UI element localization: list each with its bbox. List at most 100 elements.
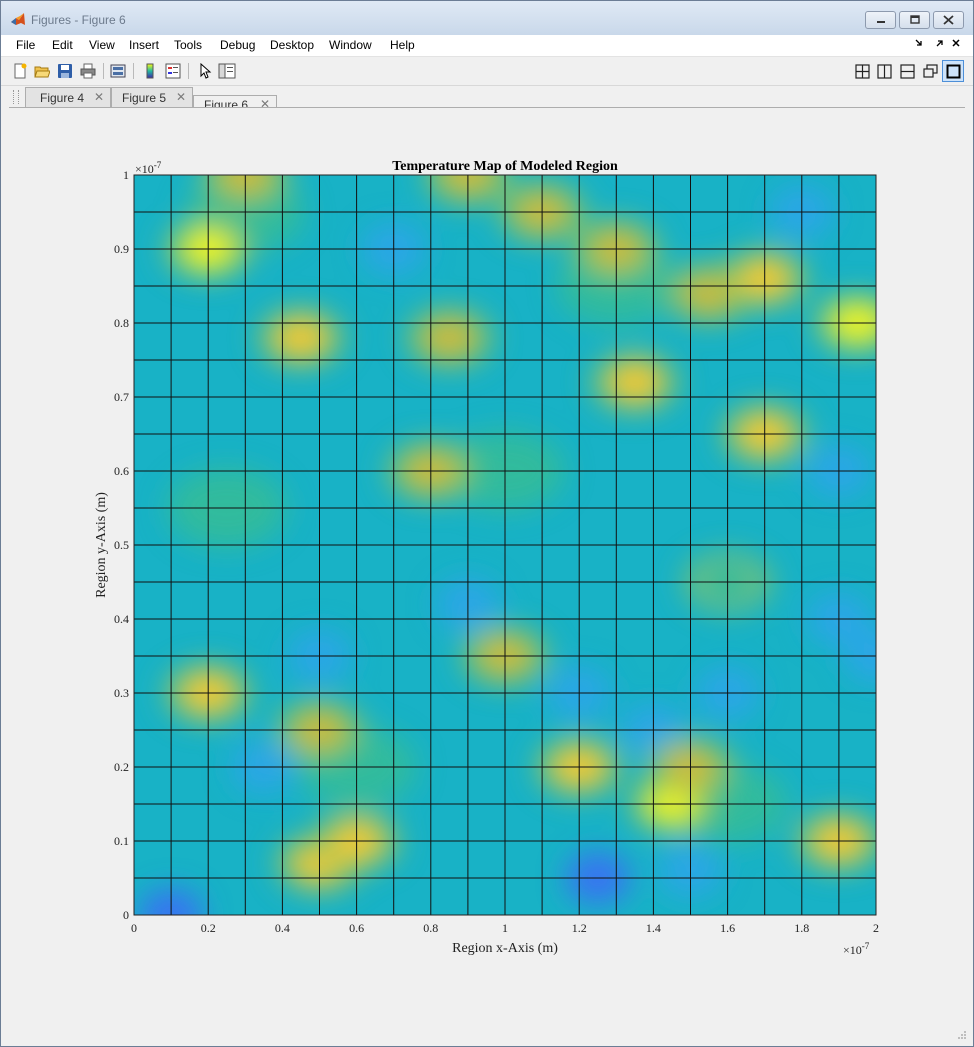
legend-button[interactable] bbox=[164, 62, 182, 80]
open-file-button[interactable] bbox=[33, 62, 51, 80]
resize-grip-icon[interactable] bbox=[957, 1030, 967, 1040]
y-tick-label: 0 bbox=[123, 908, 129, 922]
y-tick-label: 1 bbox=[123, 168, 129, 182]
tab-close-icon[interactable]: ✕ bbox=[259, 97, 270, 109]
print-preview-button[interactable] bbox=[109, 62, 127, 80]
tile-grid-button[interactable] bbox=[853, 62, 871, 80]
y-exponent: ×10-7 bbox=[135, 160, 162, 176]
x-tick-label: 1.8 bbox=[794, 921, 809, 935]
x-tick-label: 1 bbox=[502, 921, 508, 935]
top-bottom-split-icon bbox=[899, 63, 915, 79]
close-icon bbox=[943, 15, 954, 25]
maximize-icon bbox=[946, 64, 960, 78]
x-exponent: ×10-7 bbox=[843, 941, 870, 957]
float-icon bbox=[922, 63, 938, 78]
toolbar-separator bbox=[133, 63, 134, 79]
print-preview-icon bbox=[110, 64, 126, 78]
hot-spot bbox=[608, 362, 661, 403]
y-tick-label: 0.2 bbox=[114, 760, 129, 774]
x-tick-label: 0.2 bbox=[201, 921, 216, 935]
colorbar-button[interactable] bbox=[141, 62, 159, 80]
save-icon bbox=[58, 64, 72, 78]
menu-view[interactable]: View bbox=[89, 38, 115, 52]
menu-help[interactable]: Help bbox=[390, 38, 415, 52]
y-axis-label: Region y-Axis (m) bbox=[94, 492, 109, 598]
top-bottom-split-button[interactable] bbox=[898, 62, 916, 80]
x-tick-label: 0 bbox=[131, 921, 137, 935]
print-icon bbox=[80, 63, 96, 79]
save-button[interactable] bbox=[56, 62, 74, 80]
x-axis-label: Region x-Axis (m) bbox=[452, 941, 558, 956]
colorbar-icon bbox=[146, 63, 154, 79]
menu-bar: File Edit View Insert Tools Debug Deskto… bbox=[1, 35, 973, 57]
window-title: Figures - Figure 6 bbox=[31, 13, 126, 27]
menu-debug[interactable]: Debug bbox=[220, 38, 256, 52]
x-tick-label: 1.4 bbox=[646, 921, 661, 935]
heatmap-plot[interactable]: 0 0.2 0.4 0.6 0.8 1 1.2 1.4 1.6 1.8 2 0 0.1 0.2 0.3 0.… bbox=[9, 108, 965, 1038]
tab-figure-5[interactable]: Figure 5 ✕ bbox=[111, 87, 193, 107]
x-tick-label: 2 bbox=[873, 921, 879, 935]
new-figure-icon bbox=[14, 63, 27, 79]
new-figure-button[interactable] bbox=[11, 62, 29, 80]
float-button[interactable] bbox=[921, 62, 939, 80]
maximize-button[interactable] bbox=[942, 60, 964, 82]
left-right-split-button[interactable] bbox=[875, 62, 893, 80]
x-tick-label: 0.8 bbox=[423, 921, 438, 935]
tab-figure-4[interactable]: Figure 4 ✕ bbox=[25, 87, 111, 107]
tile-grid-icon bbox=[854, 63, 870, 79]
x-tick-label: 0.6 bbox=[349, 921, 364, 935]
left-right-split-icon bbox=[876, 63, 892, 79]
y-tick-label: 0.1 bbox=[114, 834, 129, 848]
menu-window[interactable]: Window bbox=[329, 38, 372, 52]
minimize-icon bbox=[876, 21, 885, 23]
menu-edit[interactable]: Edit bbox=[52, 38, 73, 52]
menu-desktop[interactable]: Desktop bbox=[270, 38, 315, 52]
tab-figure-6[interactable]: Figure 6 ✕ bbox=[193, 95, 277, 109]
menu-file[interactable]: File bbox=[16, 38, 36, 52]
restore-button[interactable] bbox=[899, 11, 930, 29]
tab-strip-grip[interactable] bbox=[13, 90, 19, 104]
legend-icon bbox=[165, 63, 181, 79]
mesh-grid bbox=[133, 174, 877, 916]
tab-label: Figure 6 bbox=[204, 98, 249, 109]
tab-close-icon[interactable]: ✕ bbox=[93, 90, 104, 104]
x-tick-label: 0.4 bbox=[275, 921, 290, 935]
tab-close-icon[interactable]: ✕ bbox=[175, 90, 186, 104]
restore-icon bbox=[909, 15, 920, 24]
chart-title: Temperature Map of Modeled Region bbox=[392, 159, 618, 174]
matlab-logo-icon bbox=[11, 13, 25, 25]
tab-label: Figure 4 bbox=[40, 91, 85, 105]
undock-arrow-icon[interactable] bbox=[914, 37, 924, 52]
property-editor-icon bbox=[218, 63, 236, 79]
y-tick-label: 0.6 bbox=[114, 464, 129, 478]
pointer-button[interactable] bbox=[196, 62, 214, 80]
y-tick-label: 0.9 bbox=[114, 242, 129, 256]
minimize-button[interactable] bbox=[865, 11, 896, 29]
property-editor-button[interactable] bbox=[218, 62, 236, 80]
title-bar[interactable]: Figures - Figure 6 bbox=[1, 1, 973, 35]
y-tick-label: 0.5 bbox=[114, 538, 129, 552]
heatmap-surface bbox=[134, 175, 876, 915]
menu-insert[interactable]: Insert bbox=[129, 38, 160, 52]
tab-label: Figure 5 bbox=[122, 91, 167, 105]
toolbar-separator bbox=[188, 63, 189, 79]
figure-canvas[interactable]: 0 0.2 0.4 0.6 0.8 1 1.2 1.4 1.6 1.8 2 0 0.1 0.2 0.3 0.… bbox=[9, 108, 965, 1038]
dock-arrow-icon[interactable] bbox=[935, 37, 945, 52]
y-tick-label: 0.3 bbox=[114, 686, 129, 700]
hot-spot bbox=[274, 317, 327, 358]
tab-divider bbox=[9, 107, 965, 108]
toolbar-separator bbox=[103, 63, 104, 79]
close-figure-icon[interactable] bbox=[951, 37, 961, 52]
pointer-icon bbox=[200, 63, 212, 79]
x-tick-label: 1.6 bbox=[720, 921, 735, 935]
y-tick-label: 0.4 bbox=[114, 612, 129, 626]
axes-box bbox=[133, 174, 877, 916]
x-tick-labels: 0 0.2 0.4 0.6 0.8 1 1.2 1.4 1.6 1.8 2 bbox=[131, 921, 879, 935]
menu-tools[interactable]: Tools bbox=[174, 38, 203, 52]
close-button[interactable] bbox=[933, 11, 964, 29]
figure-toolbar bbox=[1, 57, 973, 86]
y-tick-label: 0.7 bbox=[114, 390, 129, 404]
print-button[interactable] bbox=[79, 62, 97, 80]
y-tick-label: 0.8 bbox=[114, 316, 129, 330]
